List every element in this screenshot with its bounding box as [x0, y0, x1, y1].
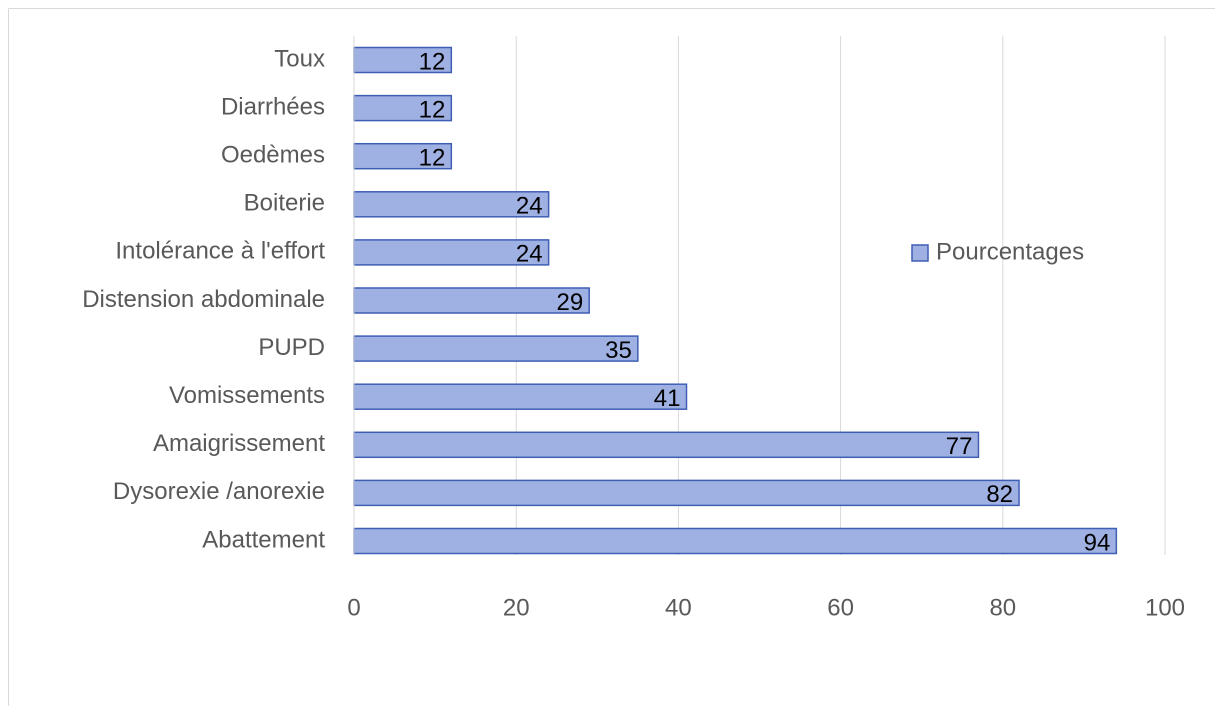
data-label: 29: [556, 289, 583, 316]
data-label: 24: [516, 193, 543, 220]
y-tick-label: Diarrhées: [221, 93, 325, 120]
data-label: 94: [1084, 529, 1111, 556]
bar: [353, 527, 1118, 555]
legend-swatch: [911, 244, 929, 262]
bar: [353, 239, 550, 266]
bar: [353, 431, 980, 459]
data-label: 35: [605, 337, 632, 364]
y-tick-label: Abattement: [202, 526, 325, 553]
bar: [353, 94, 453, 122]
bar: [353, 335, 639, 362]
x-tick-label: 80: [989, 594, 1016, 621]
bar: [353, 383, 688, 410]
legend-label: Pourcentages: [936, 238, 1084, 265]
y-tick-label: Dysorexie /anorexie: [113, 478, 325, 505]
data-label: 12: [419, 96, 446, 123]
y-tick-label: Amaigrissement: [153, 430, 325, 457]
data-label: 12: [419, 48, 446, 75]
y-tick-label: Intolérance à l'effort: [115, 238, 325, 265]
x-tick-label: 100: [1145, 594, 1185, 621]
bar: [353, 142, 453, 170]
y-tick-label: Toux: [274, 45, 325, 72]
y-tick-label: Boiterie: [244, 190, 325, 217]
bar: [353, 191, 550, 218]
x-tick-label: 20: [503, 594, 530, 621]
data-label: 82: [986, 481, 1013, 508]
x-tick-label: 40: [665, 594, 692, 621]
y-tick-label: PUPD: [258, 334, 325, 361]
data-label: 24: [516, 241, 543, 268]
y-tick-label: Distension abdominale: [82, 286, 325, 313]
data-label: 41: [654, 385, 681, 412]
x-tick-label: 60: [827, 594, 854, 621]
x-tick-label: 0: [347, 594, 360, 621]
y-tick-label: Vomissements: [169, 382, 325, 409]
data-label: 12: [419, 145, 446, 172]
data-label: 77: [946, 433, 973, 460]
y-tick-label: Oedèmes: [221, 142, 325, 169]
bar: [353, 479, 1020, 507]
bar: [353, 287, 590, 314]
